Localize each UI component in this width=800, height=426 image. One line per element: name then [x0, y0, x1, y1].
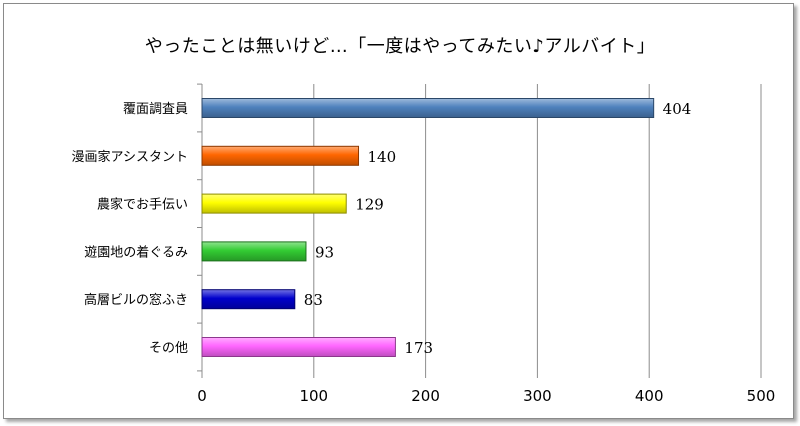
bar: [201, 145, 360, 166]
x-tick-label: 300: [523, 387, 552, 405]
category-label: その他: [149, 341, 188, 356]
category-label: 高層ビルの窓ふき: [84, 292, 188, 308]
value-label: 140: [368, 148, 397, 166]
value-label: 129: [355, 196, 384, 214]
bar: [201, 193, 347, 214]
x-tick-label: 200: [411, 387, 440, 405]
chart-title: やったことは無いけど…「一度はやってみたい♪アルバイト」: [144, 36, 656, 57]
value-label: 173: [404, 339, 433, 357]
bar: [201, 289, 296, 310]
bar: [201, 98, 655, 118]
bar: [201, 337, 396, 357]
value-label: 93: [315, 243, 334, 261]
category-label: 農家でお手伝い: [97, 197, 188, 213]
category-label: 遊園地の着ぐるみ: [84, 244, 188, 260]
bar: [201, 241, 307, 262]
value-label: 404: [663, 100, 692, 118]
category-label: 漫画家アシスタント: [72, 149, 188, 165]
x-tick-label: 500: [747, 387, 776, 405]
x-tick-label: 0: [197, 387, 207, 405]
category-label: 覆面調査員: [123, 102, 188, 117]
x-tick-label: 100: [299, 387, 328, 405]
x-tick-label: 400: [635, 387, 664, 405]
value-label: 83: [304, 291, 323, 309]
chart-frame: [3, 3, 794, 419]
